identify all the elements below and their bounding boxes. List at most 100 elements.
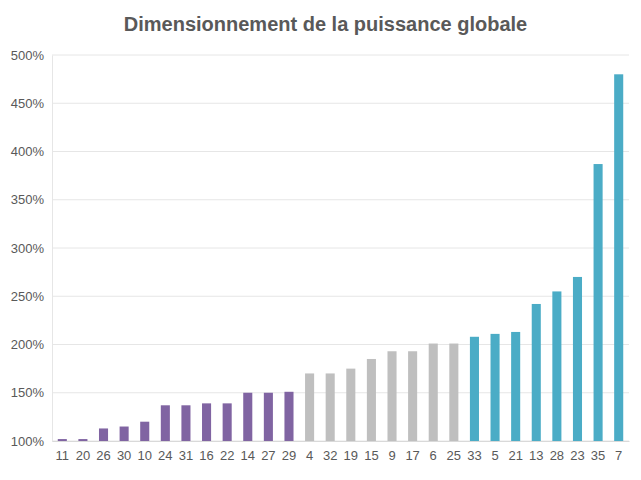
x-tick: 4 [306,441,313,463]
y-tick-label: 100% [11,434,45,449]
y-tick-label: 450% [11,96,45,111]
x-tick-label: 10 [137,448,151,463]
x-tick-label: 6 [430,448,437,463]
x-tick-label: 13 [529,448,543,463]
grid-line [52,151,629,152]
bar [120,427,129,441]
x-tick-label: 27 [261,448,275,463]
x-tick-label: 21 [508,448,522,463]
x-tick-label: 23 [570,448,584,463]
y-tick: 150% [11,385,52,400]
x-tick: 33 [467,441,481,463]
x-tick-label: 32 [323,448,337,463]
bars [58,74,623,441]
x-tick-label: 22 [220,448,234,463]
x-tick-label: 31 [179,448,193,463]
x-tick: 23 [570,441,584,463]
bar [181,405,190,441]
y-tick-label: 500% [11,48,45,63]
y-tick: 450% [11,96,52,111]
bar [532,304,541,441]
bar [243,393,252,441]
x-tick-label: 26 [96,448,110,463]
x-tick: 26 [96,441,110,463]
bar [614,74,623,441]
y-axis: 100% 150% 200% 250% 300% 350% 400% 450% 500% [11,48,53,449]
x-tick: 28 [550,441,564,463]
bar [140,422,149,441]
x-tick-label: 35 [591,448,605,463]
x-tick-label: 20 [76,448,90,463]
x-tick-label: 5 [491,448,498,463]
y-tick-label: 350% [11,192,45,207]
bar [264,393,273,441]
x-tick: 21 [508,441,522,463]
plot-area: 100% 150% 200% 250% 300% 350% 400% 450% 500% 11 20… [11,48,630,464]
bar [326,373,335,441]
bar [387,351,396,441]
bar [99,428,108,441]
x-tick-label: 28 [550,448,564,463]
grid-line [52,199,629,200]
y-tick: 200% [11,337,52,352]
x-tick: 32 [323,441,337,463]
x-tick: 25 [447,441,461,463]
grid-line [52,248,629,249]
x-tick-label: 15 [364,448,378,463]
x-tick: 11 [56,441,70,463]
grid-line [52,392,629,393]
bar [367,359,376,441]
x-tick-label: 11 [56,448,70,463]
bar [202,403,211,441]
grid-line [52,344,629,345]
bar [408,351,417,441]
bar [511,332,520,441]
x-tick: 5 [491,441,498,463]
chart: 100% 150% 200% 250% 300% 350% 400% 450% 500% 11 20… [0,0,641,480]
y-tick: 400% [11,144,52,159]
x-tick: 9 [388,441,395,463]
y-axis-line [52,56,53,442]
bar [491,334,500,441]
bar [78,439,87,441]
x-tick-label: 17 [405,448,419,463]
x-tick: 22 [220,441,234,463]
x-tick-label: 19 [344,448,358,463]
bar [223,403,232,441]
x-tick: 17 [405,441,419,463]
x-axis: 1120263010243116221427294321915917625335… [53,441,630,463]
y-tick-label: 150% [11,385,45,400]
x-tick: 29 [282,441,296,463]
x-tick: 10 [137,441,151,463]
x-tick-label: 30 [117,448,131,463]
x-tick-label: 9 [388,448,395,463]
y-tick-label: 400% [11,144,45,159]
x-tick-label: 29 [282,448,296,463]
grid-line [52,55,629,56]
grid-line [52,103,629,104]
y-tick: 100% [11,434,52,449]
x-tick: 19 [344,441,358,463]
x-tick: 20 [76,441,90,463]
x-tick: 24 [158,441,172,463]
bar [346,369,355,441]
y-tick: 300% [11,241,52,256]
bar [284,392,293,441]
x-tick: 7 [615,441,622,463]
x-tick: 13 [529,441,543,463]
bar [161,405,170,441]
bar [470,337,479,441]
x-tick: 6 [430,441,437,463]
y-tick-label: 200% [11,337,45,352]
y-tick: 250% [11,289,52,304]
grid-line [52,296,629,297]
x-tick: 27 [261,441,275,463]
bar [594,164,603,441]
x-tick: 31 [179,441,193,463]
bar [305,373,314,441]
bar [449,344,458,441]
x-tick-label: 7 [615,448,622,463]
bar [552,291,561,441]
bar [573,277,582,441]
x-tick-label: 4 [306,448,313,463]
